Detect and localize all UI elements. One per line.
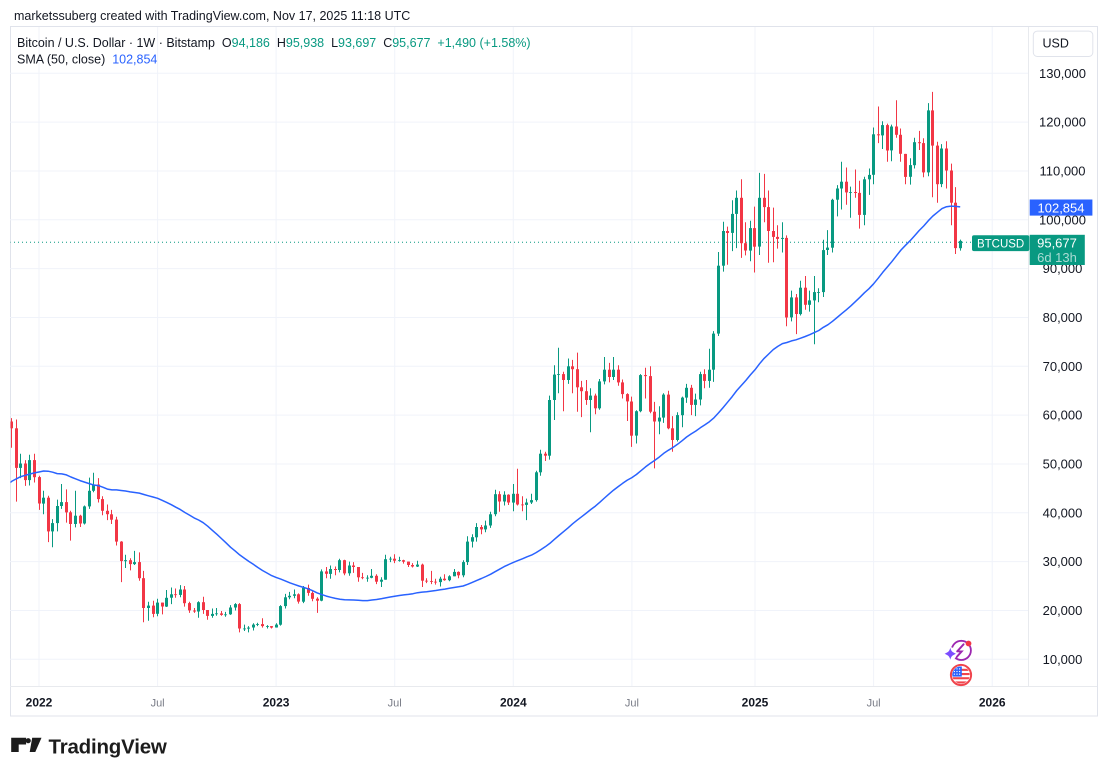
svg-text:100,000: 100,000 <box>1039 212 1086 227</box>
svg-text:SMA (50, close) 102,854: SMA (50, close) 102,854 <box>17 53 157 67</box>
svg-text:Bitcoin / U.S. Dollar · 1W · B: Bitcoin / U.S. Dollar · 1W · Bitstamp O9… <box>17 36 531 50</box>
svg-text:50,000: 50,000 <box>1043 457 1083 472</box>
svg-text:2022: 2022 <box>26 696 53 710</box>
svg-text:102,854: 102,854 <box>1038 200 1085 215</box>
svg-text:2025: 2025 <box>742 696 769 710</box>
svg-text:20,000: 20,000 <box>1043 603 1083 618</box>
svg-text:40,000: 40,000 <box>1043 505 1083 520</box>
svg-text:Jul: Jul <box>625 698 639 710</box>
svg-text:2023: 2023 <box>263 696 290 710</box>
svg-text:60,000: 60,000 <box>1043 408 1083 423</box>
svg-text:120,000: 120,000 <box>1039 115 1086 130</box>
svg-text:Jul: Jul <box>388 698 402 710</box>
svg-text:6d 13h: 6d 13h <box>1037 250 1077 265</box>
svg-text:USD: USD <box>1043 36 1069 50</box>
svg-text:10,000: 10,000 <box>1043 652 1083 667</box>
svg-text:80,000: 80,000 <box>1043 310 1083 325</box>
svg-text:TradingView: TradingView <box>49 736 167 759</box>
svg-text:70,000: 70,000 <box>1043 359 1083 374</box>
svg-text:Jul: Jul <box>867 698 881 710</box>
svg-text:BTCUSD: BTCUSD <box>977 238 1024 250</box>
svg-text:2024: 2024 <box>500 696 527 710</box>
svg-text:30,000: 30,000 <box>1043 554 1083 569</box>
svg-text:110,000: 110,000 <box>1039 164 1085 179</box>
svg-text:95,677: 95,677 <box>1037 236 1077 251</box>
svg-text:Jul: Jul <box>151 698 165 710</box>
svg-text:2026: 2026 <box>979 696 1006 710</box>
svg-text:130,000: 130,000 <box>1039 66 1086 81</box>
